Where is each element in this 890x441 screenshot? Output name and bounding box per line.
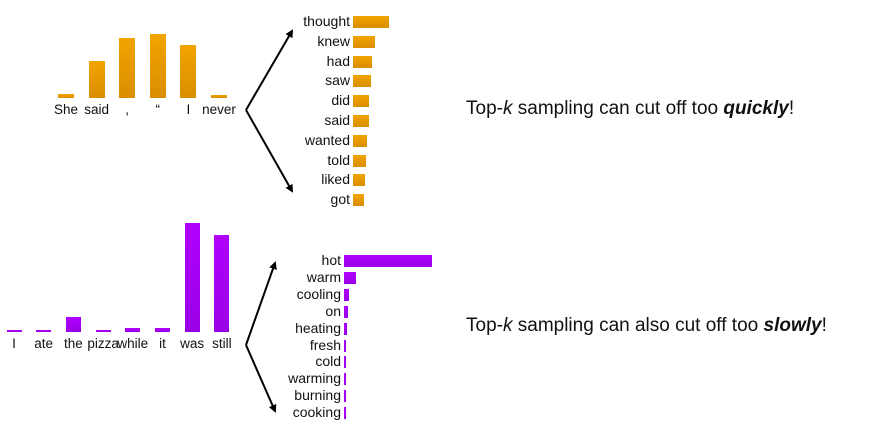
context-bar <box>155 328 170 332</box>
caption-k: k <box>502 315 513 336</box>
caption-prefix: Top- <box>466 315 503 336</box>
context-bar <box>184 223 200 332</box>
context-bar <box>6 330 22 332</box>
candidate-bar <box>344 407 346 420</box>
candidate-token: saw <box>325 72 350 89</box>
candidate-bar <box>353 16 389 28</box>
context-bar <box>125 328 141 332</box>
context-token: never <box>202 102 236 117</box>
context-token: , <box>125 102 130 117</box>
context-bar <box>65 316 81 332</box>
context-bar <box>214 234 230 332</box>
candidate-token: thought <box>303 13 350 29</box>
candidate-bar <box>344 271 356 284</box>
candidate-bar <box>353 35 375 48</box>
candidate-bar <box>353 55 373 68</box>
candidate-bar <box>344 255 432 267</box>
context-bar <box>36 330 52 332</box>
context-token: She <box>53 102 79 117</box>
context-token: was <box>180 336 205 351</box>
context-token: pizza <box>87 336 119 351</box>
candidate-bar <box>344 322 347 335</box>
candidate-token: cooling <box>296 285 341 302</box>
context-bar <box>180 44 197 98</box>
candidate-token: warming <box>288 370 341 387</box>
candidate-bar <box>344 305 348 318</box>
candidate-bar <box>344 288 349 301</box>
candidate-token: told <box>327 151 350 168</box>
caption-prefix: Top- <box>466 98 503 119</box>
candidate-token: got <box>330 191 350 208</box>
context-token: “ <box>155 102 161 117</box>
candidate-token: hot <box>321 252 341 268</box>
candidate-token: cooking <box>292 404 341 421</box>
candidate-bar <box>344 390 346 403</box>
caption-middle: sampling can also cut off too <box>512 315 764 336</box>
candidate-bar <box>353 115 369 127</box>
candidate-token: wanted <box>304 131 350 148</box>
candidate-token: liked <box>321 171 350 188</box>
candidate-token: on <box>325 302 341 319</box>
context-token: said <box>84 102 109 117</box>
candidate-bar <box>353 134 368 147</box>
candidate-bar <box>344 373 346 386</box>
arrow-down <box>245 344 277 413</box>
context-token: while <box>117 336 149 351</box>
arrow-down <box>245 109 293 193</box>
context-token: I <box>12 336 16 351</box>
candidate-bar <box>344 339 346 352</box>
caption-k: k <box>502 98 513 119</box>
branch-arrows-bottom <box>245 261 277 413</box>
context-token: ate <box>34 336 54 351</box>
caption-slowly: Top-k sampling can also cut off too slow… <box>466 315 827 337</box>
candidate-bar <box>353 95 369 108</box>
arrow-up <box>245 29 294 111</box>
candidate-bar <box>353 194 364 207</box>
context-token: I <box>186 102 191 117</box>
candidate-token: said <box>324 112 350 128</box>
context-bar <box>58 93 74 98</box>
context-token: it <box>159 336 166 351</box>
candidate-bar <box>353 154 367 167</box>
candidate-bar <box>353 75 371 88</box>
candidate-token: did <box>331 92 350 109</box>
context-token: still <box>212 336 232 351</box>
caption-emphasis: quickly <box>723 98 789 119</box>
candidate-bar <box>353 174 365 187</box>
candidate-token: fresh <box>309 336 341 353</box>
branch-arrows-top <box>245 29 294 193</box>
caption-middle: sampling can cut off too <box>512 98 724 119</box>
caption-quickly: Top-k sampling can cut off too quickly! <box>466 98 794 120</box>
candidate-token: heating <box>295 319 341 336</box>
context-bar <box>95 329 111 332</box>
candidate-token: warm <box>306 268 341 285</box>
context-bar <box>149 33 166 98</box>
candidate-token: had <box>326 52 350 69</box>
arrow-up <box>245 261 277 346</box>
candidate-token: knew <box>317 32 350 49</box>
context-bar <box>119 37 136 98</box>
context-token: the <box>64 336 83 351</box>
candidate-bar <box>344 356 346 369</box>
candidate-token: cold <box>315 353 341 370</box>
context-bar <box>211 94 227 98</box>
candidate-token: burning <box>294 387 341 404</box>
context-bar <box>88 60 105 98</box>
caption-emphasis: slowly <box>763 315 822 336</box>
caption-suffix: ! <box>821 315 827 336</box>
caption-suffix: ! <box>788 98 795 119</box>
